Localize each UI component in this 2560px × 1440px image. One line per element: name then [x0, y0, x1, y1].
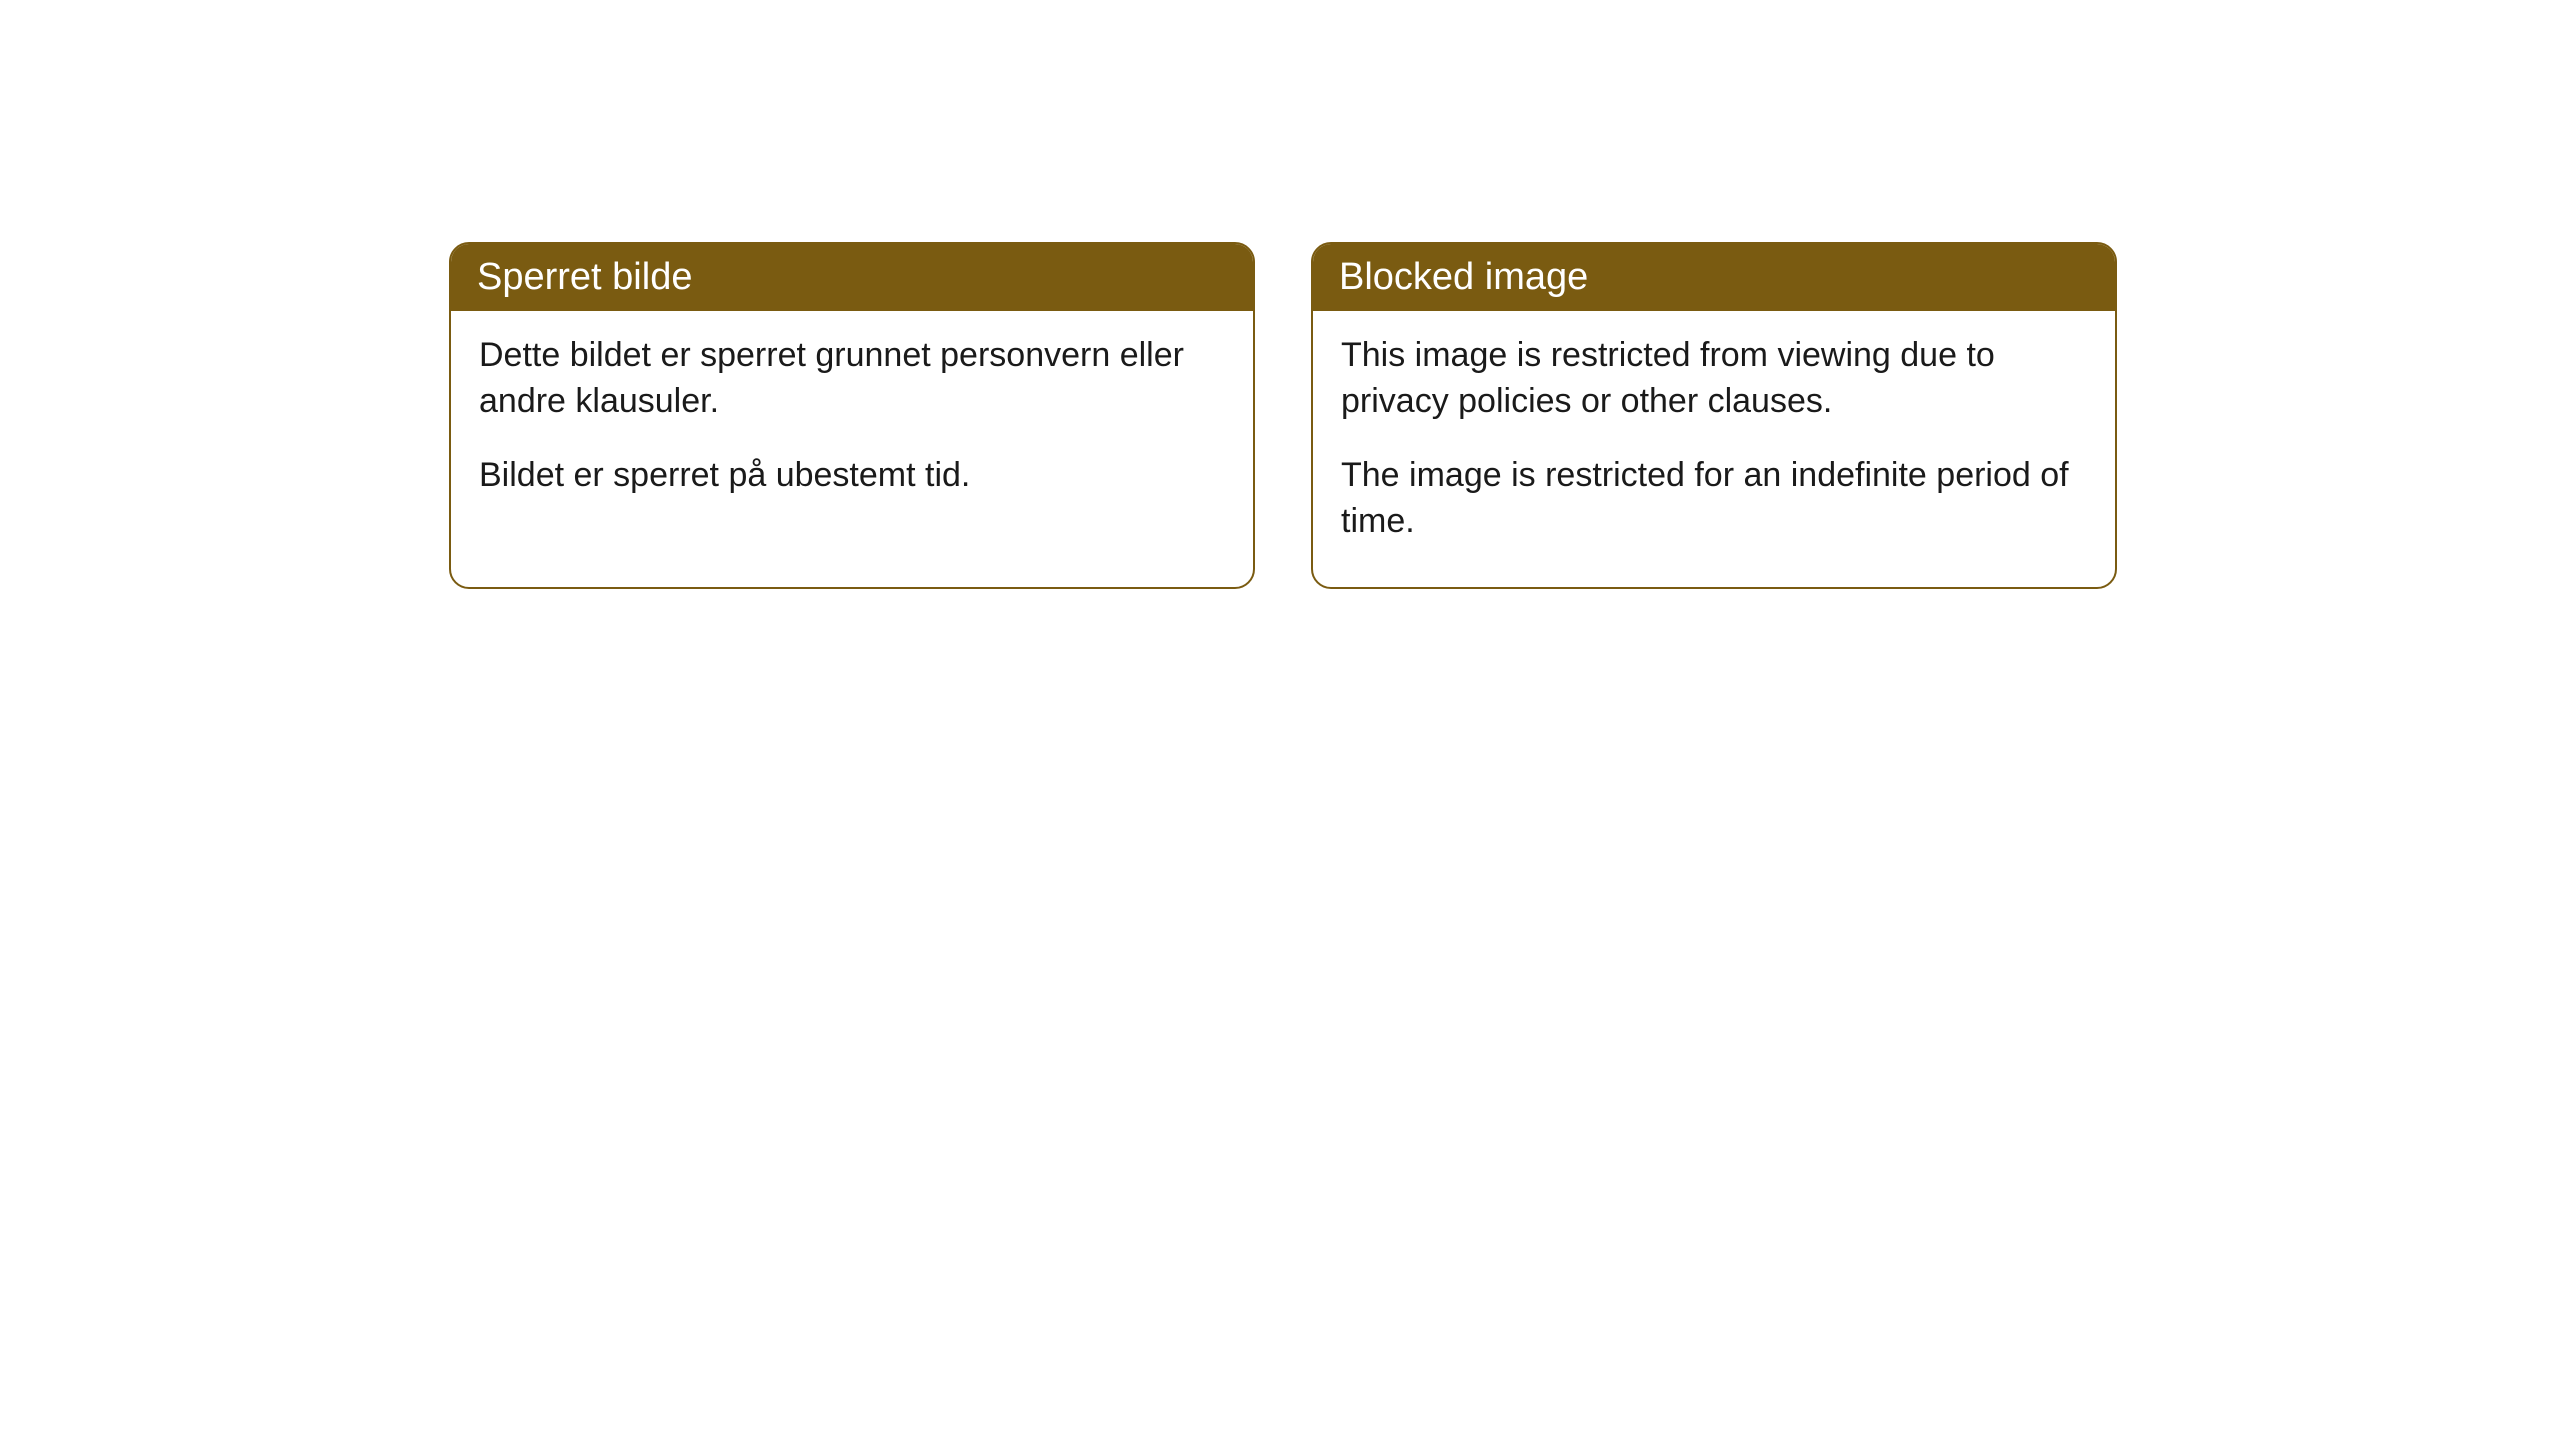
card-body: Dette bildet er sperret grunnet personve… [451, 311, 1253, 541]
card-header: Blocked image [1313, 244, 2115, 311]
card-title: Blocked image [1339, 256, 1588, 298]
card-title: Sperret bilde [477, 256, 692, 298]
card-body: This image is restricted from viewing du… [1313, 311, 2115, 587]
blocked-image-card-en: Blocked image This image is restricted f… [1311, 242, 2117, 589]
blocked-image-card-no: Sperret bilde Dette bildet er sperret gr… [449, 242, 1255, 589]
card-header: Sperret bilde [451, 244, 1253, 311]
card-paragraph-2: Bildet er sperret på ubestemt tid. [479, 453, 1225, 499]
notice-cards-container: Sperret bilde Dette bildet er sperret gr… [449, 242, 2117, 589]
card-paragraph-1: Dette bildet er sperret grunnet personve… [479, 333, 1225, 425]
card-paragraph-2: The image is restricted for an indefinit… [1341, 453, 2087, 545]
card-paragraph-1: This image is restricted from viewing du… [1341, 333, 2087, 425]
